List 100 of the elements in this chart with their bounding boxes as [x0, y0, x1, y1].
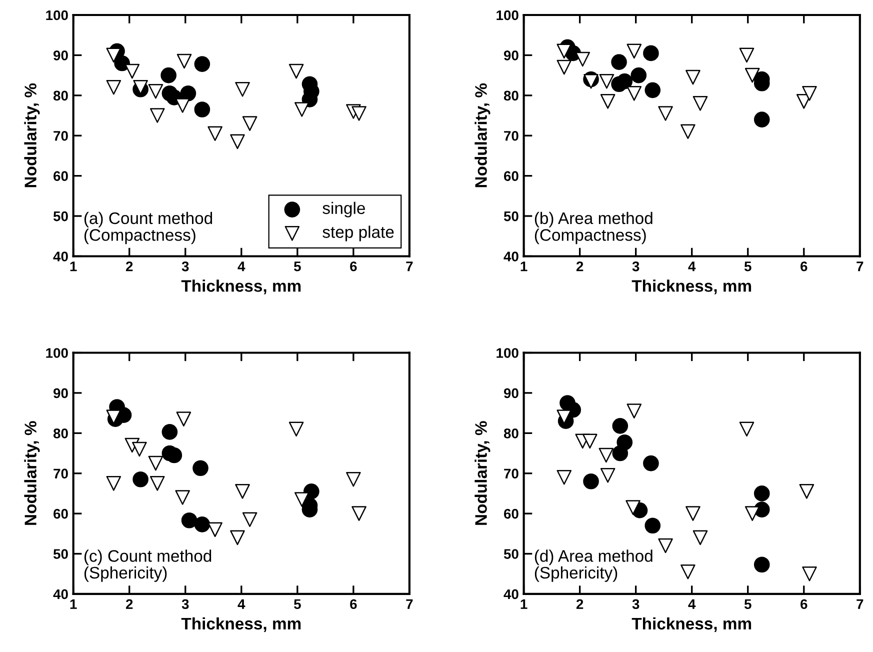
point: [802, 86, 817, 101]
point: [106, 476, 122, 491]
x-tick-label: 3: [182, 599, 189, 610]
point: [175, 98, 190, 113]
point: [612, 418, 628, 434]
point: [754, 112, 770, 128]
x-tick-label: 7: [406, 599, 413, 609]
point: [114, 55, 130, 72]
x-tick-label: 3: [632, 599, 640, 610]
point: [754, 556, 770, 573]
point: [230, 134, 245, 150]
point: [106, 48, 122, 63]
x-tick-label: 4: [688, 262, 696, 272]
x-tick-label: 7: [406, 262, 413, 272]
x-tick-label: 1: [520, 599, 528, 609]
y-tick-label: 90: [54, 388, 68, 398]
point: [583, 473, 599, 490]
point: [611, 54, 627, 70]
point: [124, 64, 140, 79]
y-axis-title: Nodularity, %: [24, 421, 40, 525]
point: [680, 124, 696, 139]
point: [148, 84, 164, 99]
point: [692, 530, 708, 546]
point: [739, 422, 754, 437]
point: [162, 424, 178, 440]
point: [626, 500, 640, 515]
y-tick-label: 70: [504, 468, 518, 479]
x-tick-label: 6: [800, 261, 808, 272]
legend-label: step plate: [322, 226, 394, 242]
x-tick-label: 5: [744, 599, 752, 610]
point: [192, 460, 208, 476]
point: [799, 484, 814, 499]
point: [556, 60, 572, 75]
point: [686, 506, 700, 521]
point: [686, 70, 700, 85]
point: [626, 44, 642, 59]
y-tick-label: 100: [46, 348, 68, 358]
x-tick-label: 4: [238, 599, 246, 609]
y-axis-title: Nodularity, %: [474, 421, 490, 525]
annotation: (d) Area method (Sphericity): [534, 550, 652, 582]
point: [194, 102, 210, 118]
x-tick-label: 3: [182, 261, 189, 272]
x-axis-title: Thickness, mm: [181, 617, 301, 632]
y-tick-label: 80: [504, 428, 518, 438]
point: [616, 73, 633, 90]
point: [235, 82, 250, 97]
point: [106, 80, 122, 95]
x-tick-label: 7: [856, 262, 864, 272]
point: [739, 48, 754, 63]
y-tick-label: 60: [54, 171, 68, 181]
point: [600, 94, 616, 109]
y-tick-label: 100: [496, 10, 518, 20]
y-tick-label: 50: [504, 549, 518, 559]
point: [150, 476, 165, 491]
point: [556, 44, 572, 59]
x-tick-label: 6: [350, 599, 357, 610]
point: [643, 45, 659, 62]
legend-label: single: [322, 202, 365, 218]
point: [643, 455, 659, 472]
y-tick-label: 40: [504, 589, 518, 600]
point: [630, 67, 647, 84]
point: [744, 68, 760, 83]
y-tick-label: 80: [504, 90, 518, 101]
y-tick-label: 80: [53, 90, 68, 101]
point: [176, 54, 192, 69]
point: [160, 67, 176, 84]
y-tick-label: 70: [54, 130, 68, 141]
point: [626, 86, 642, 101]
x-tick-label: 2: [576, 599, 584, 609]
point: [346, 472, 361, 487]
x-tick-label: 6: [350, 261, 357, 272]
point: [616, 434, 633, 450]
point: [175, 490, 190, 505]
point: [352, 506, 366, 521]
x-axis-title: Thickness, mm: [632, 280, 752, 294]
y-tick-label: 90: [504, 388, 518, 398]
point: [132, 442, 147, 457]
y-tick-label: 50: [504, 211, 518, 222]
y-tick-label: 90: [504, 50, 518, 60]
point: [626, 404, 642, 418]
annotation: (b) Area method (Compactness): [534, 212, 652, 244]
y-tick-label: 40: [53, 252, 68, 262]
y-tick-label: 40: [504, 252, 518, 262]
x-tick-label: 5: [744, 262, 752, 272]
x-tick-label: 5: [294, 599, 301, 610]
point: [680, 564, 696, 580]
x-tick-label: 6: [800, 599, 808, 610]
point: [600, 468, 616, 483]
x-tick-label: 4: [238, 262, 246, 272]
point: [132, 471, 148, 488]
point: [644, 518, 661, 534]
x-tick-label: 2: [576, 261, 584, 272]
annotation: (a) Count method (Compactness): [84, 212, 212, 244]
x-tick-label: 2: [126, 261, 133, 272]
point: [802, 566, 817, 582]
y-tick-label: 100: [496, 348, 518, 358]
point: [242, 512, 258, 527]
point: [150, 108, 165, 123]
x-axis-title: Thickness, mm: [181, 280, 301, 294]
point: [658, 538, 673, 554]
